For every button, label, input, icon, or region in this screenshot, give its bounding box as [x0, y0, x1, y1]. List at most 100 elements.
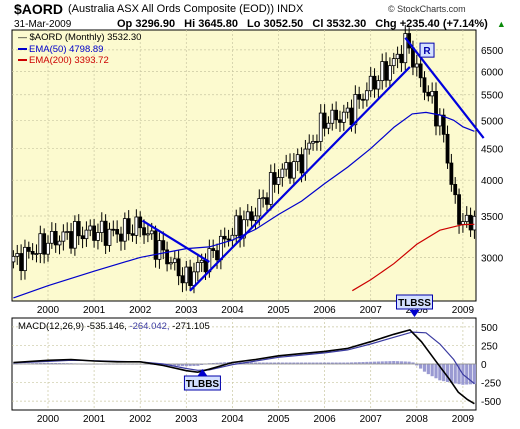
- macd-histogram-bar: [200, 364, 204, 365]
- price-candle-body: [372, 75, 377, 90]
- price-candle-body: [99, 220, 104, 233]
- macd-histogram-bar: [46, 362, 50, 364]
- price-x-tick-label: 2007: [360, 305, 383, 316]
- price-candle-body: [245, 211, 250, 221]
- price-candle-body: [30, 251, 35, 255]
- macd-histogram-bar: [353, 362, 357, 364]
- price-candle: [368, 67, 373, 98]
- price-candle-body: [180, 275, 185, 284]
- price-candle: [430, 82, 435, 104]
- price-candle: [153, 225, 158, 268]
- price-candle-body: [184, 266, 189, 284]
- price-candle-body: [138, 216, 143, 229]
- price-candle-body: [411, 47, 415, 68]
- macd-histogram-bar: [34, 363, 39, 364]
- price-candle-body: [418, 63, 423, 79]
- price-candle: [345, 101, 350, 119]
- tlbss-annotation-label: TLBSS: [398, 298, 431, 309]
- price-candle: [222, 227, 227, 248]
- price-candle-body: [395, 53, 400, 60]
- price-candle: [38, 225, 43, 264]
- price-candle: [307, 134, 312, 155]
- price-candle-body: [96, 232, 100, 241]
- price-candle-body: [441, 114, 446, 135]
- macd-y-tick-label: -250: [481, 379, 501, 390]
- price-candle-body: [199, 259, 204, 263]
- tlbbs-annotation: TLBBS: [183, 369, 221, 391]
- price-candle-body: [226, 238, 231, 241]
- macd-histogram-bar: [365, 361, 369, 364]
- macd-histogram-bar: [223, 362, 227, 364]
- macd-histogram-bar: [342, 362, 346, 364]
- macd-y-tick-label: 0: [481, 360, 487, 371]
- price-candle-body: [303, 148, 308, 174]
- price-candle: [19, 244, 24, 281]
- macd-histogram-bar: [415, 364, 419, 366]
- macd-histogram-bar: [422, 364, 427, 372]
- price-candle: [380, 53, 385, 90]
- open-value: Op 3296.90: [117, 18, 176, 30]
- price-candle: [414, 54, 419, 77]
- macd-histogram-bar: [465, 364, 469, 385]
- price-candle: [472, 210, 477, 239]
- macd-histogram-bar: [273, 362, 277, 364]
- price-candle: [172, 251, 177, 271]
- price-candle: [288, 153, 292, 184]
- price-candle: [157, 232, 162, 269]
- price-candle: [284, 154, 289, 177]
- price-panel: 3000 3500 4000 4500 5000 5500 6000 6500 2000 2001…: [11, 24, 504, 316]
- price-candle-body: [218, 235, 223, 261]
- price-candle-body: [88, 225, 93, 231]
- macd-histogram-bar: [349, 362, 354, 364]
- price-candle: [330, 103, 335, 131]
- macd-histogram-bar: [276, 362, 281, 364]
- price-candle-body: [23, 246, 27, 272]
- macd-histogram-bar: [388, 361, 392, 364]
- price-candle-body: [268, 172, 273, 205]
- price-candle: [107, 222, 112, 252]
- macd-histogram-bar: [372, 361, 377, 364]
- price-candle-body: [172, 258, 177, 263]
- macd-histogram-bar: [219, 362, 223, 364]
- price-candle-body: [376, 80, 381, 90]
- price-y-tick-label: 5500: [481, 91, 504, 102]
- macd-histogram-bar: [250, 362, 254, 364]
- price-candle-body: [422, 77, 427, 93]
- price-candle-body: [468, 214, 473, 231]
- macd-histogram-bar: [169, 364, 173, 366]
- price-y-tick-label: 6500: [481, 46, 504, 57]
- price-candle: [315, 134, 319, 151]
- chart-date: 31-Mar-2009: [14, 19, 72, 30]
- price-candle-body: [414, 63, 419, 68]
- price-candle-body: [368, 75, 373, 92]
- price-candle-body: [380, 61, 385, 82]
- macd-histogram-bar: [303, 362, 307, 364]
- macd-histogram-bar: [184, 364, 188, 367]
- macd-histogram-bar: [395, 361, 400, 364]
- price-candle-body: [361, 98, 365, 101]
- macd-y-tick-label: -500: [481, 397, 501, 408]
- macd-histogram-bar: [399, 361, 404, 364]
- macd-histogram-bar: [311, 362, 315, 364]
- price-candle: [76, 214, 81, 245]
- macd-histogram-bar: [307, 362, 311, 364]
- macd-y-tick-label: 250: [481, 341, 498, 352]
- price-candle-body: [353, 94, 358, 126]
- macd-histogram-bar: [65, 363, 69, 364]
- price-candle-body: [234, 215, 239, 236]
- ema50-swatch: [18, 48, 27, 51]
- macd-histogram-bar: [457, 364, 461, 385]
- price-candle: [341, 104, 346, 131]
- high-value: Hi 3645.80: [184, 18, 238, 30]
- price-candle: [96, 223, 100, 250]
- price-candle: [242, 210, 246, 247]
- macd-histogram-bar: [246, 362, 250, 364]
- r-annotation-label: R: [423, 46, 431, 57]
- price-candle: [364, 82, 369, 107]
- price-candle: [334, 101, 339, 129]
- price-candle: [326, 116, 331, 135]
- price-candle-body: [384, 61, 388, 81]
- price-y-tick-label: 3000: [481, 253, 504, 264]
- price-candle: [295, 148, 300, 172]
- price-candle: [15, 244, 20, 265]
